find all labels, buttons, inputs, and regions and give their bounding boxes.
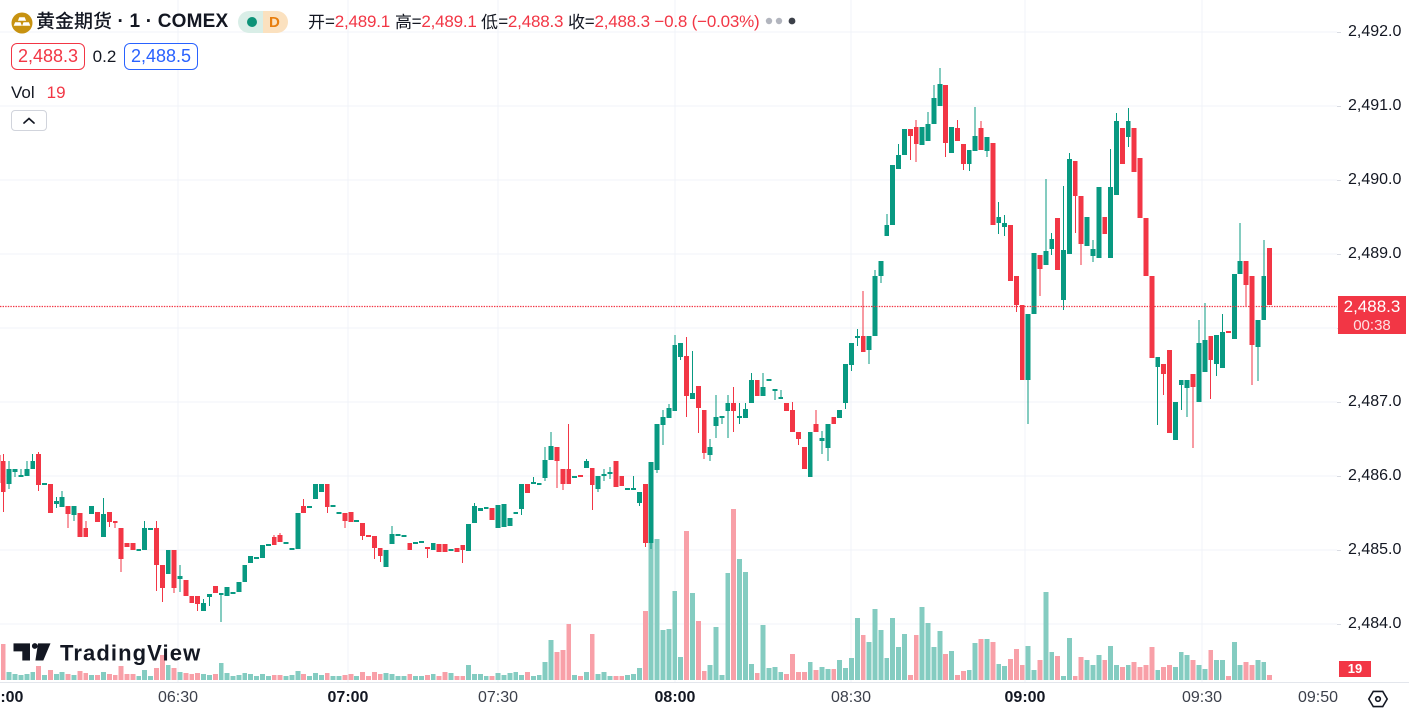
svg-text:TradingView: TradingView: [60, 641, 201, 666]
